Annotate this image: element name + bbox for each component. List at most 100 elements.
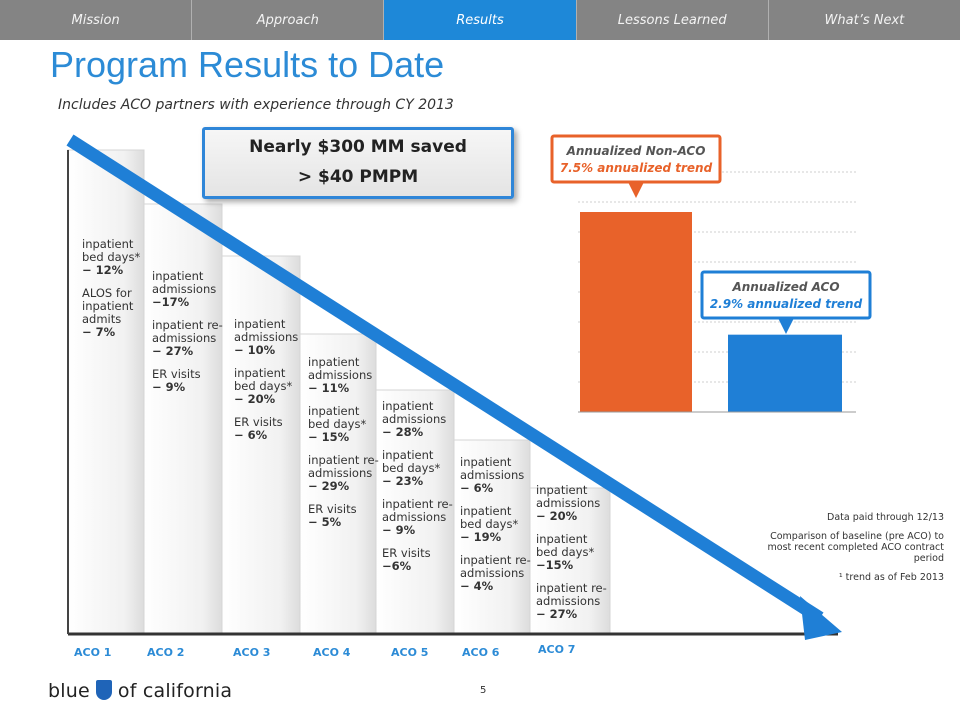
tab-approach[interactable]: Approach: [192, 0, 385, 40]
aco-label-7: ACO 7: [538, 643, 576, 656]
metric-block: inpatient re-admissions − 9%: [382, 498, 453, 537]
metric-label: inpatient re-: [382, 497, 453, 511]
metric-label: admissions: [308, 466, 373, 480]
metric-label: inpatient: [460, 455, 512, 469]
metric-block: ALOS for inpatient admits − 7%: [82, 287, 140, 339]
metric-label: bed days*: [382, 461, 441, 475]
metric-value: − 9%: [382, 523, 416, 537]
tab-whats-next[interactable]: What’s Next: [824, 12, 905, 28]
metric-value: − 29%: [308, 479, 350, 493]
aco-label-4: ACO 4: [313, 646, 351, 659]
metric-value: − 11%: [308, 381, 350, 395]
metric-label: admissions: [536, 496, 601, 510]
metric-label: inpatient re-: [308, 453, 379, 467]
metric-label: inpatient: [82, 237, 134, 251]
metric-label: inpatient re-: [460, 553, 531, 567]
metric-label: ER visits: [234, 415, 283, 429]
metric-block: inpatient admissions − 28%: [382, 400, 453, 439]
note-trend: ¹ trend as of Feb 2013: [838, 572, 944, 583]
aco-label-5: ACO 5: [391, 646, 429, 659]
aco-label-3: ACO 3: [233, 646, 271, 659]
metric-label: admissions: [382, 412, 447, 426]
metric-label: admissions: [152, 331, 217, 345]
metric-block: inpatient re-admissions − 4%: [460, 554, 531, 593]
callout-subtitle: 7.5% annualized trend: [560, 161, 713, 175]
callout-subtitle: 2.9% annualized trend: [710, 297, 863, 311]
savings-total: Nearly $300 MM saved: [249, 137, 467, 157]
aco-label-2: ACO 2: [147, 646, 185, 659]
bar-non-aco: [580, 212, 692, 412]
metric-value: − 28%: [382, 425, 424, 439]
metric-value: − 12%: [82, 263, 124, 277]
aco-1-metrics: inpatient bed days* − 12% ALOS for inpatient…: [82, 238, 140, 349]
aco-column-6: [453, 439, 531, 635]
metric-block: ER visits − 9%: [152, 368, 223, 394]
note-data-paid: Data paid through 12/13: [827, 512, 944, 523]
callout-aco: Annualized ACO 2.9% annualized trend: [700, 270, 872, 334]
metric-block: inpatient bed days* − 19%: [460, 505, 531, 544]
metric-label: inpatient: [536, 483, 588, 497]
metric-value: − 6%: [234, 428, 268, 442]
metric-value: − 4%: [460, 579, 494, 593]
metric-value: −6%: [382, 559, 412, 573]
metric-block: inpatient admissions − 10%: [234, 318, 298, 357]
metric-label: inpatient re-: [152, 318, 223, 332]
footnotes: Data paid through 12/13 Comparison of ba…: [744, 512, 944, 591]
metric-label: admits: [82, 312, 122, 326]
page-title: Program Results to Date: [50, 44, 445, 85]
metric-label: bed days*: [308, 417, 367, 431]
note-comparison: Comparison of baseline (pre ACO) to most…: [767, 531, 944, 564]
aco-6-metrics: inpatient admissions − 6% inpatient bed days…: [460, 456, 531, 603]
metric-block: inpatient bed days* −15%: [536, 533, 607, 572]
metric-block: inpatient re-admissions − 27%: [152, 319, 223, 358]
metric-block: inpatient bed days* − 20%: [234, 367, 298, 406]
metric-label: bed days*: [82, 250, 141, 264]
metric-block: inpatient bed days* − 15%: [308, 405, 379, 444]
metric-value: − 20%: [234, 392, 276, 406]
page-subtitle: Includes ACO partners with experience th…: [58, 97, 454, 113]
metric-block: inpatient re-admissions − 29%: [308, 454, 379, 493]
callout-title: Annualized Non-ACO: [566, 144, 706, 158]
tab-results[interactable]: Results: [384, 0, 577, 40]
metric-label: inpatient: [234, 317, 286, 331]
aco-5-metrics: inpatient admissions − 28% inpatient bed day…: [382, 400, 453, 583]
metric-label: admissions: [460, 468, 525, 482]
aco-column-5: [375, 389, 455, 635]
aco-label-1: ACO 1: [74, 646, 112, 659]
metric-block: inpatient bed days* − 23%: [382, 449, 453, 488]
metric-label: bed days*: [460, 517, 519, 531]
callout-title: Annualized ACO: [731, 280, 839, 294]
metric-label: admissions: [536, 594, 601, 608]
metric-block: inpatient admissions − 20%: [536, 484, 607, 523]
aco-label-6: ACO 6: [462, 646, 500, 659]
metric-value: − 6%: [460, 481, 494, 495]
metric-value: − 19%: [460, 530, 502, 544]
metric-value: − 27%: [536, 607, 578, 621]
metric-label: inpatient: [536, 532, 588, 546]
metric-label: ALOS for: [82, 286, 132, 300]
metric-value: −15%: [536, 558, 574, 572]
bar-aco: [728, 334, 842, 412]
metric-label: inpatient: [234, 366, 286, 380]
tab-mission[interactable]: Mission: [0, 0, 193, 40]
savings-callout: Nearly $300 MM saved > $40 PMPM: [202, 127, 514, 199]
shield-icon: [95, 680, 112, 700]
metric-value: − 7%: [82, 325, 116, 339]
metric-block: inpatient admissions − 11%: [308, 356, 379, 395]
aco-2-metrics: inpatient admissions −17% inpatient re-admi…: [152, 270, 223, 404]
aco-column-3: [221, 255, 301, 635]
metric-value: − 5%: [308, 515, 342, 529]
tab-lessons-learned[interactable]: Lessons Learned: [577, 0, 769, 40]
metric-value: − 10%: [234, 343, 276, 357]
metric-block: ER visits − 6%: [234, 416, 298, 442]
metric-value: − 9%: [152, 380, 186, 394]
metric-value: − 15%: [308, 430, 350, 444]
aco-column-4: [299, 333, 377, 635]
metric-block: ER visits −6%: [382, 547, 453, 573]
brand-left: blue: [48, 680, 90, 702]
top-nav: Mission Approach Results Lessons Learned…: [0, 0, 960, 40]
metric-label: admissions: [382, 510, 447, 524]
aco-3-metrics: inpatient admissions − 10% inpatient bed day…: [234, 318, 298, 452]
metric-label: ER visits: [382, 546, 431, 560]
metric-label: admissions: [460, 566, 525, 580]
